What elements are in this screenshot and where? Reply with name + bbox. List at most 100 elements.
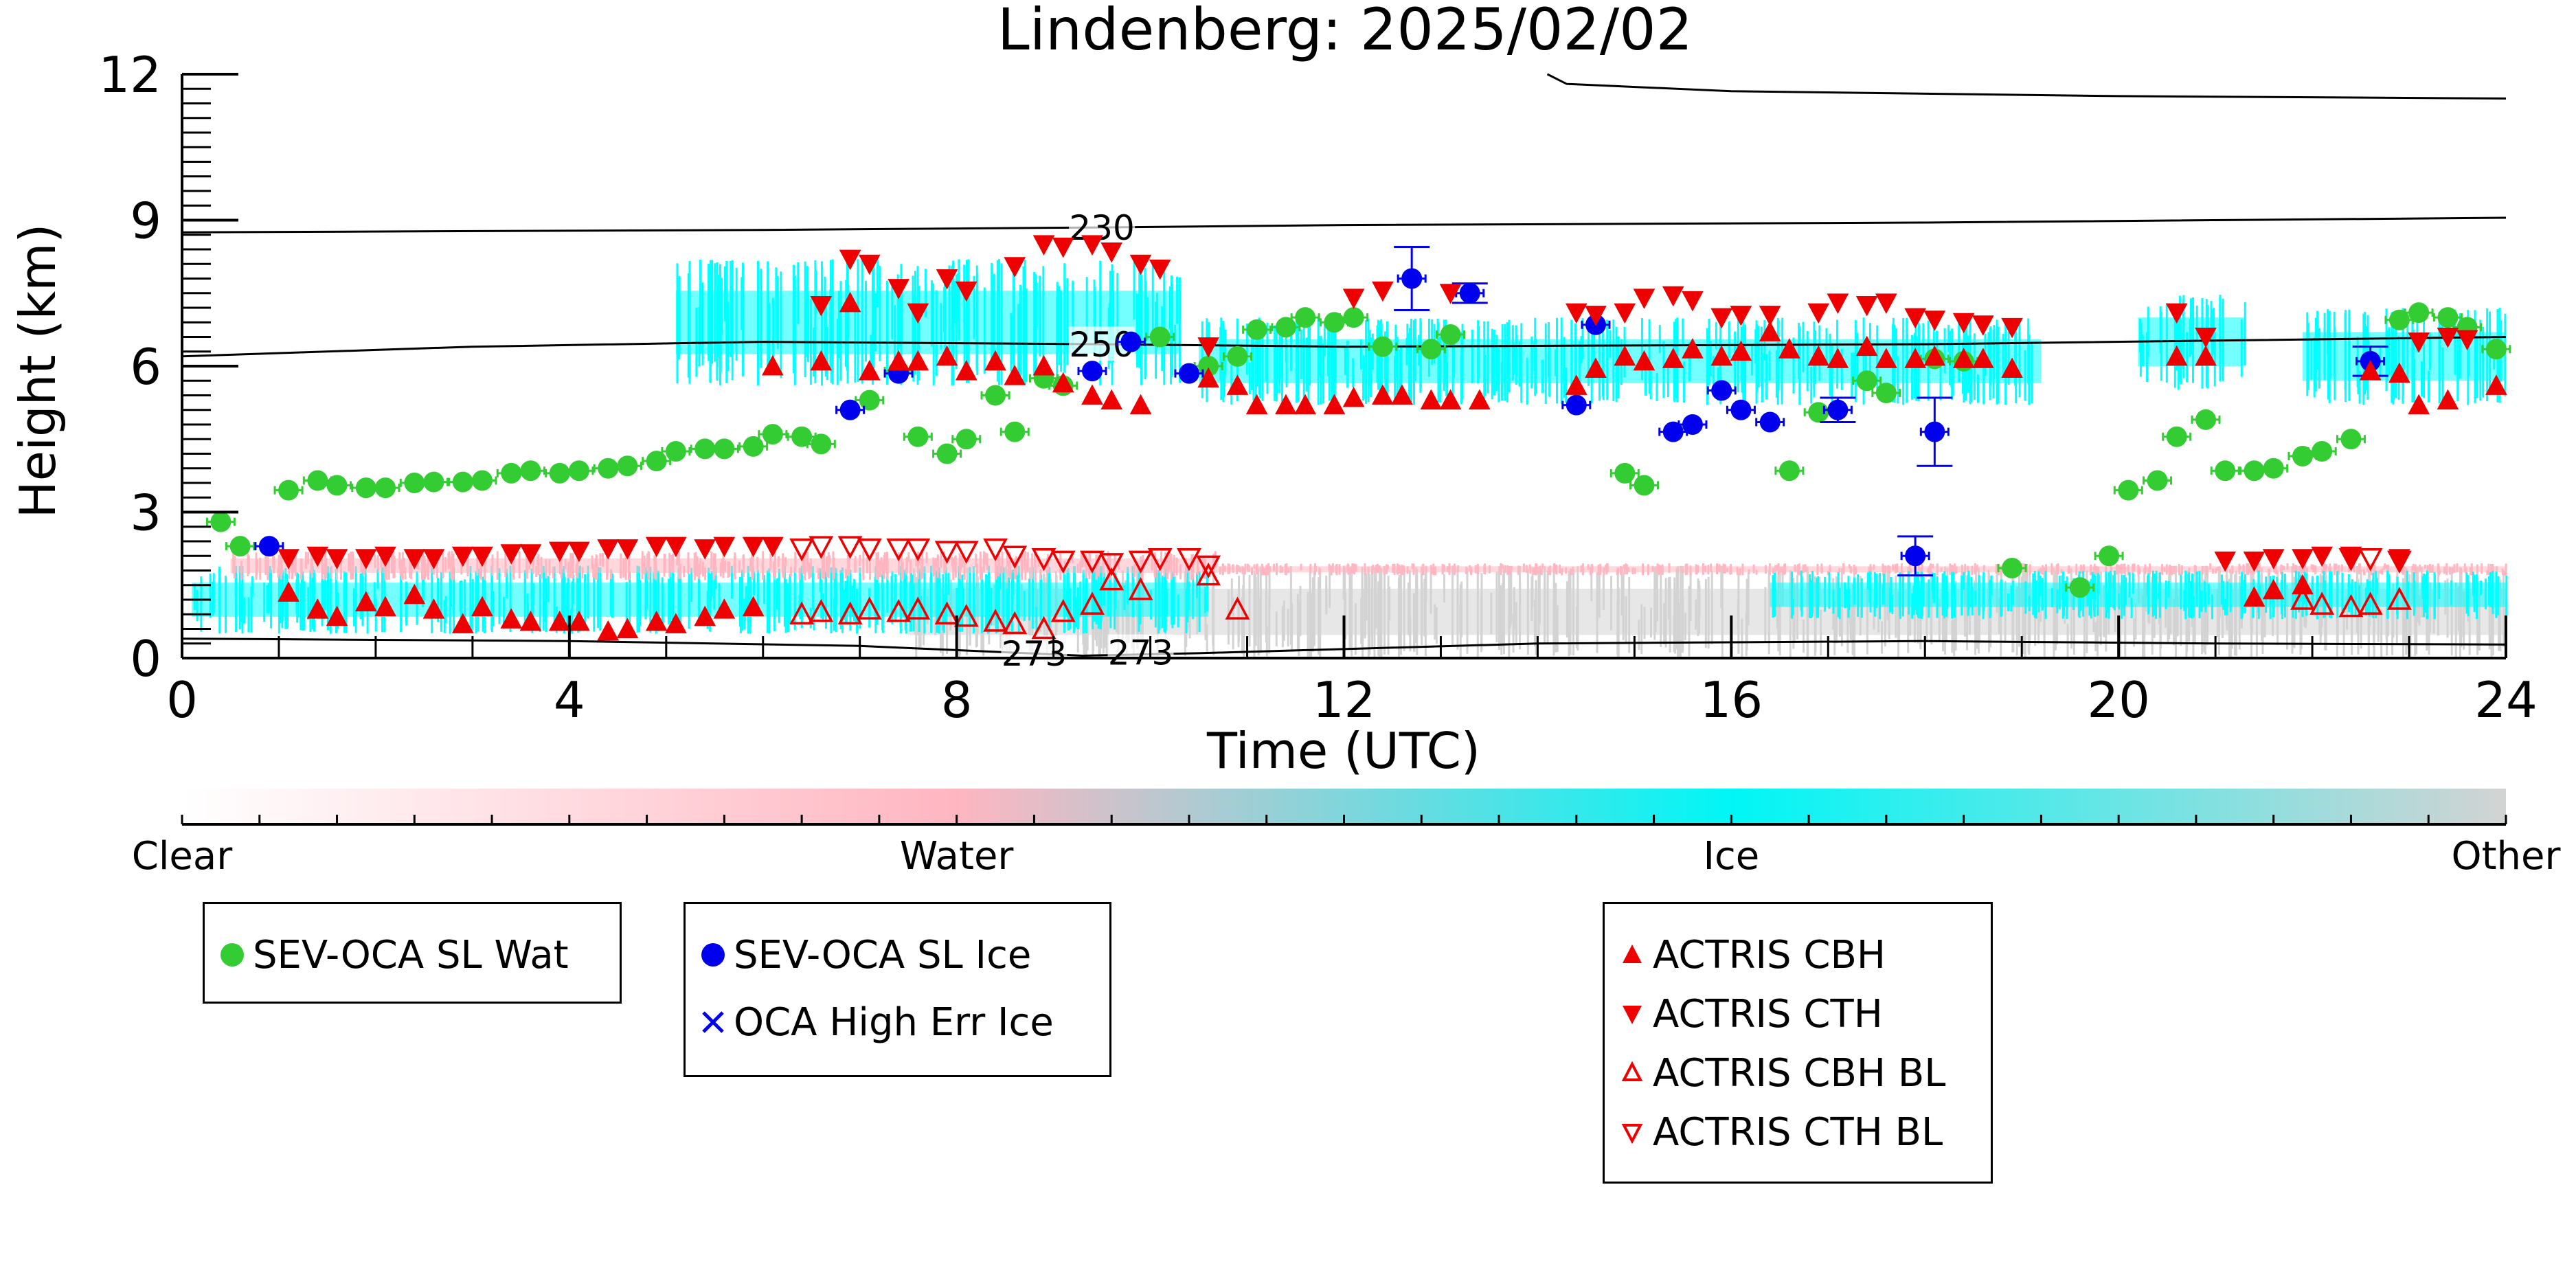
data-point <box>2388 362 2410 383</box>
data-point <box>1082 361 1103 382</box>
green-circle-icon <box>221 943 244 967</box>
data-point <box>2244 460 2265 482</box>
data-point <box>471 470 493 491</box>
data-point <box>907 350 929 371</box>
legend-ice: SEV-OCA SL Ice OCA High Err Ice <box>683 902 1111 1077</box>
legend-label-oca-high-err-ice: OCA High Err Ice <box>734 999 1054 1045</box>
data-point <box>936 443 958 464</box>
data-point <box>1808 402 1829 423</box>
y-axis-label: Height (km) <box>9 224 67 519</box>
data-point <box>2195 409 2217 430</box>
data-point <box>598 457 619 479</box>
y-tick-label: 9 <box>130 192 161 250</box>
data-point <box>519 544 542 565</box>
x-tick-label: 8 <box>941 671 973 729</box>
data-point <box>616 618 639 638</box>
data-point <box>1342 289 1365 309</box>
data-point <box>694 438 716 460</box>
data-point <box>422 598 445 619</box>
data-point <box>955 281 978 302</box>
data-point <box>694 539 716 560</box>
data-point <box>858 360 881 381</box>
data-point <box>789 601 815 624</box>
data-point <box>2001 357 2023 379</box>
data-point <box>2262 578 2285 600</box>
data-point <box>743 436 764 457</box>
data-point <box>1324 312 1345 333</box>
data-point <box>1197 337 1219 358</box>
data-point <box>839 399 861 420</box>
data-point <box>1002 611 1028 635</box>
series-actris-cth <box>278 235 2478 572</box>
data-point <box>229 536 251 557</box>
data-point <box>520 460 541 482</box>
data-point <box>326 549 348 569</box>
data-point <box>2215 460 2236 482</box>
data-point <box>1778 338 1800 359</box>
series-actris-cbh-bl <box>789 562 2412 640</box>
data-point <box>1372 281 1394 302</box>
data-point <box>1295 307 1316 328</box>
data-point <box>568 610 590 631</box>
data-point <box>278 581 300 602</box>
data-point <box>2292 574 2314 595</box>
data-point <box>762 424 783 445</box>
data-point <box>2387 550 2412 574</box>
data-point <box>1129 394 1152 415</box>
data-point <box>2359 360 2382 381</box>
data-point <box>1100 242 1123 263</box>
data-point <box>984 350 1006 371</box>
data-point <box>403 549 426 569</box>
data-point <box>1294 394 1316 415</box>
data-point <box>2408 332 2430 353</box>
series-actris-cth-bl <box>789 536 2412 579</box>
data-point <box>597 620 620 641</box>
cloud-region-ice <box>675 259 1181 386</box>
data-point <box>1128 550 1153 574</box>
red-open-triangle-down-icon <box>1621 1124 1643 1144</box>
legend-label-sev-oca-sl-wat: SEV-OCA SL Wat <box>253 932 569 978</box>
data-point <box>568 460 589 482</box>
data-point <box>1875 382 1897 403</box>
data-point <box>936 269 958 290</box>
data-point <box>886 599 912 622</box>
x-tick-label: 20 <box>2087 671 2150 729</box>
colorbar-label: Other <box>2451 834 2561 879</box>
colorbar: Clear Water Ice Other <box>132 789 2561 879</box>
data-point <box>422 549 445 569</box>
data-point <box>1245 394 1268 415</box>
data-point <box>451 613 474 633</box>
data-point <box>789 538 815 562</box>
data-point <box>548 541 571 563</box>
data-point <box>886 538 912 562</box>
contour-line <box>1546 73 2507 100</box>
data-point <box>2311 546 2334 567</box>
contour-label: 273 <box>1002 634 1067 674</box>
data-point <box>809 536 834 559</box>
colorbar-label: Ice <box>1703 834 1759 879</box>
data-point <box>811 433 832 455</box>
data-point <box>1420 389 1443 410</box>
data-point <box>1585 357 1607 379</box>
data-point <box>1711 380 1732 401</box>
contour-label-bg <box>1069 210 1136 245</box>
data-point <box>1081 384 1103 405</box>
data-point <box>1614 345 1636 366</box>
data-point <box>1633 289 1656 309</box>
data-point <box>1372 336 1393 357</box>
data-point <box>1343 307 1364 328</box>
data-point <box>501 462 522 484</box>
contour-label-bg <box>1107 634 1174 669</box>
data-point <box>665 613 687 633</box>
data-point <box>1050 599 1076 622</box>
data-point <box>2340 429 2362 450</box>
data-point <box>258 536 280 557</box>
data-point <box>1147 548 1173 572</box>
data-point <box>985 385 1006 406</box>
data-point <box>1050 550 1076 574</box>
data-point <box>374 596 396 617</box>
data-point <box>2437 389 2459 410</box>
data-point <box>500 608 523 629</box>
data-point <box>2309 591 2335 615</box>
